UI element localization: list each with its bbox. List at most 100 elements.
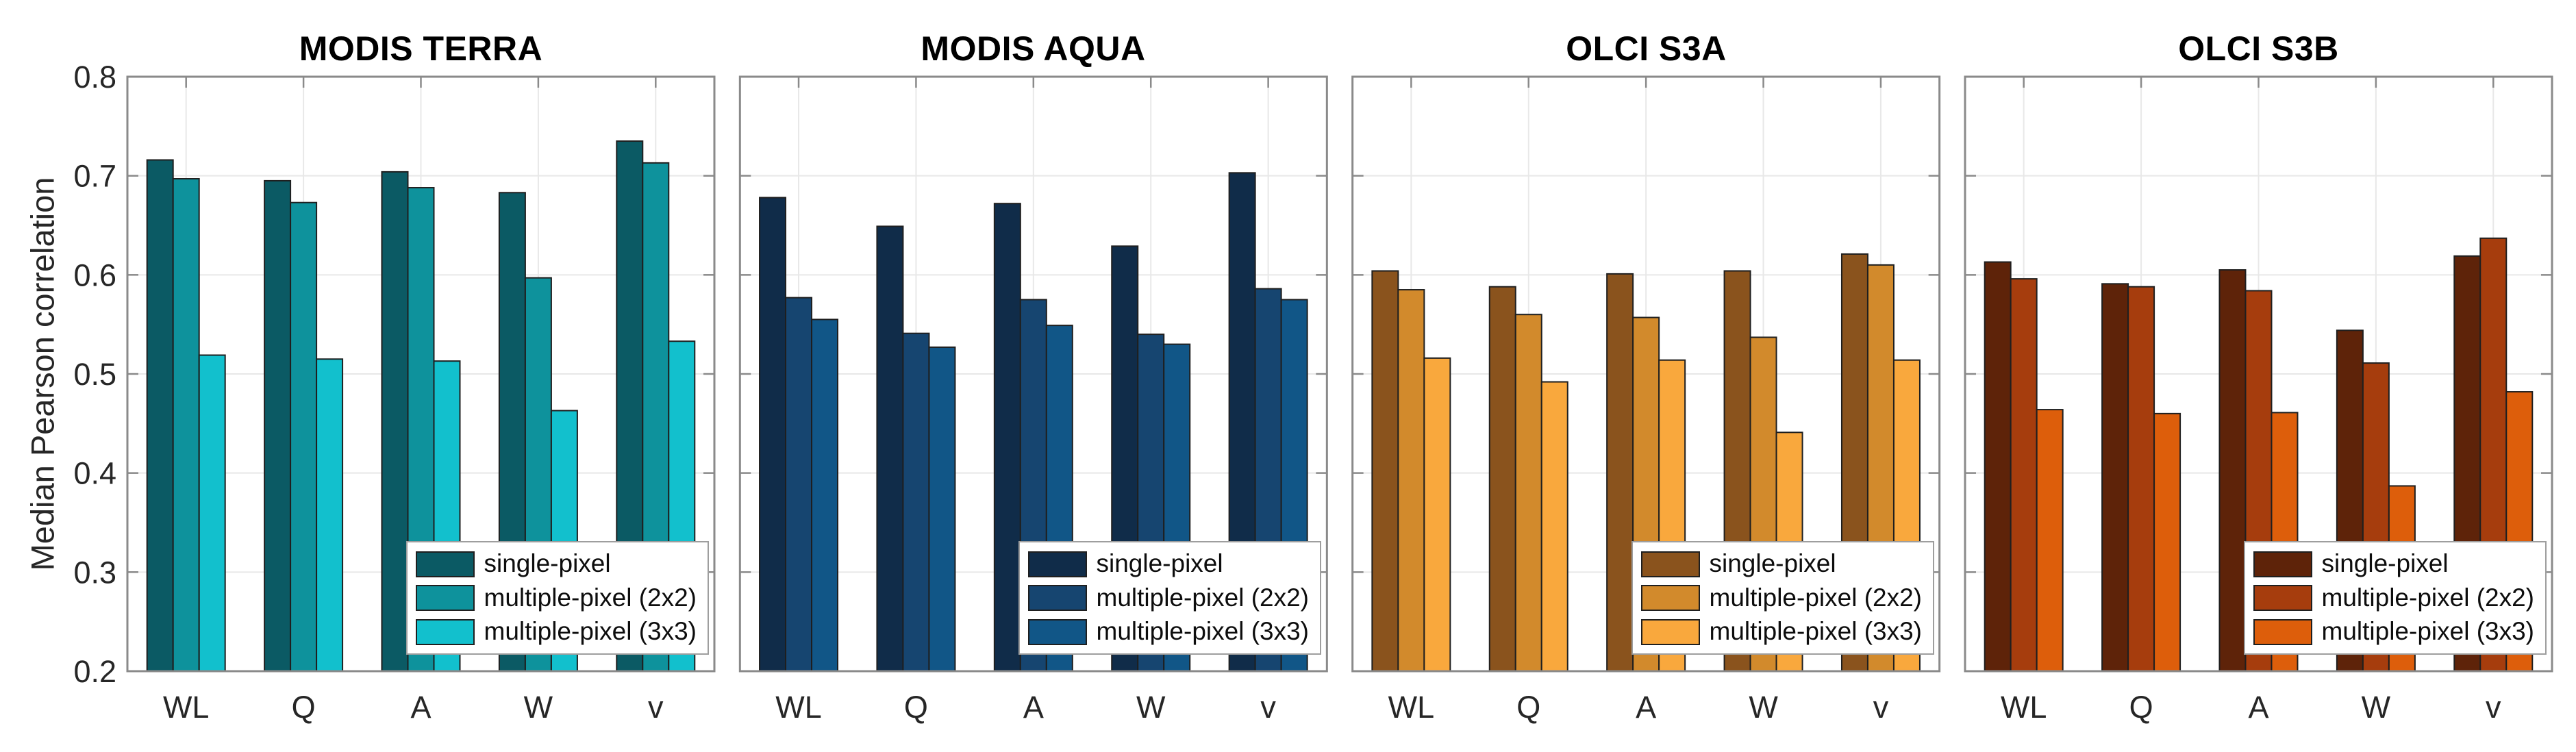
x-tick-label: A — [2248, 690, 2268, 725]
bar — [381, 171, 409, 672]
x-tick-label: WL — [1388, 690, 1435, 725]
x-tick-label: v — [1260, 690, 1276, 725]
legend-entry: multiple-pixel (3x3) — [2253, 617, 2535, 647]
legend-label: single-pixel — [1096, 549, 1223, 578]
bar — [785, 297, 813, 672]
x-tick-label: W — [1749, 690, 1778, 725]
legend-label: single-pixel — [484, 549, 611, 578]
legend-entry: multiple-pixel (2x2) — [1027, 583, 1310, 613]
bar — [1984, 261, 2012, 672]
bar — [2036, 409, 2064, 673]
y-tick-label: 0.5 — [73, 357, 116, 392]
y-tick-label: 0.8 — [73, 60, 116, 95]
x-tick-label: A — [1023, 690, 1044, 725]
legend-label: multiple-pixel (2x2) — [1709, 583, 1923, 612]
legend-swatch-single-pixel — [1640, 551, 1700, 577]
legend-entry: multiple-pixel (2x2) — [2253, 583, 2535, 613]
y-tick-label: 0.3 — [73, 555, 116, 590]
x-tick-label: Q — [904, 690, 928, 725]
panel-title-modis-aqua: MODIS AQUA — [921, 29, 1146, 68]
legend-swatch-multiple-pixel-2x2 — [1027, 585, 1087, 612]
bar — [902, 332, 930, 672]
x-tick-label: W — [1136, 690, 1166, 725]
legend-swatch-multiple-pixel-3x3 — [1640, 618, 1700, 645]
legend-label: multiple-pixel (2x2) — [1096, 583, 1310, 612]
legend-swatch-multiple-pixel-3x3 — [2253, 618, 2312, 645]
bar — [1514, 314, 1542, 672]
bar — [1397, 289, 1425, 672]
bar — [1488, 286, 1516, 672]
legend-label: multiple-pixel (2x2) — [2321, 583, 2535, 612]
bar — [316, 358, 344, 672]
legend-swatch-single-pixel — [1027, 551, 1087, 577]
y-tick-label: 0.6 — [73, 258, 116, 292]
panel-title-olci-s3a: OLCI S3A — [1566, 29, 1727, 68]
x-tick-label: v — [1873, 690, 1889, 725]
legend-entry: multiple-pixel (3x3) — [1640, 617, 1923, 647]
bar — [1606, 273, 1634, 672]
y-tick-label: 0.7 — [73, 159, 116, 194]
x-tick-label: WL — [2001, 690, 2047, 725]
y-axis-label: Median Pearson correlation — [24, 177, 61, 571]
legend-entry: multiple-pixel (2x2) — [415, 583, 697, 613]
bar — [811, 318, 839, 672]
x-tick-label: Q — [2129, 690, 2153, 725]
legend-label: single-pixel — [2321, 549, 2449, 578]
bar — [198, 354, 226, 672]
legend-entry: multiple-pixel (3x3) — [1027, 617, 1310, 647]
bar — [1540, 381, 1568, 672]
panel-title-modis-terra: MODIS TERRA — [299, 29, 543, 68]
bar — [876, 225, 904, 672]
legend-label: multiple-pixel (3x3) — [1709, 617, 1923, 646]
x-tick-label: Q — [292, 690, 316, 725]
legend-label: multiple-pixel (3x3) — [1096, 617, 1310, 646]
panel-title-olci-s3b: OLCI S3B — [2178, 29, 2339, 68]
legend-label: multiple-pixel (3x3) — [2321, 617, 2535, 646]
y-tick-label: 0.4 — [73, 456, 116, 491]
bar — [1371, 270, 1399, 672]
x-tick-label: v — [2486, 690, 2501, 725]
legend-label: multiple-pixel (3x3) — [484, 617, 697, 646]
bar — [2101, 283, 2129, 672]
x-tick-label: WL — [163, 690, 210, 725]
legend-swatch-single-pixel — [2253, 551, 2312, 577]
x-tick-label: W — [524, 690, 553, 725]
legend-label: single-pixel — [1709, 549, 1836, 578]
legend-entry: multiple-pixel (3x3) — [415, 617, 697, 647]
x-tick-label: WL — [775, 690, 822, 725]
legend-swatch-multiple-pixel-2x2 — [2253, 585, 2312, 612]
x-tick-label: v — [648, 690, 664, 725]
x-tick-label: A — [410, 690, 431, 725]
bar — [172, 178, 200, 672]
legend-entry: single-pixel — [1027, 549, 1310, 579]
y-tick-label: 0.2 — [73, 654, 116, 689]
legend-entry: single-pixel — [1640, 549, 1923, 579]
legend-swatch-multiple-pixel-3x3 — [1027, 618, 1087, 645]
legend-entry: multiple-pixel (2x2) — [1640, 583, 1923, 613]
bar — [993, 203, 1021, 672]
bar — [146, 159, 174, 672]
x-tick-label: Q — [1516, 690, 1540, 725]
bar — [2153, 412, 2181, 672]
legend-swatch-multiple-pixel-3x3 — [415, 618, 475, 645]
legend-label: multiple-pixel (2x2) — [484, 583, 697, 612]
bar — [1423, 357, 1451, 672]
bar — [264, 179, 292, 672]
legend-entry: single-pixel — [2253, 549, 2535, 579]
bar — [2127, 286, 2155, 672]
legend-olci-s3b: single-pixel multiple-pixel (2x2) multip… — [2243, 541, 2547, 655]
bar — [759, 197, 787, 672]
legend-swatch-multiple-pixel-2x2 — [1640, 585, 1700, 612]
legend-modis-aqua: single-pixel multiple-pixel (2x2) multip… — [1018, 541, 1321, 655]
x-tick-label: W — [2362, 690, 2391, 725]
legend-entry: single-pixel — [415, 549, 697, 579]
legend-swatch-multiple-pixel-2x2 — [415, 585, 475, 612]
legend-swatch-single-pixel — [415, 551, 475, 577]
bar — [2218, 269, 2247, 673]
bar — [290, 201, 318, 672]
legend-modis-terra: single-pixel multiple-pixel (2x2) multip… — [405, 541, 709, 655]
bar — [2010, 278, 2038, 672]
x-tick-label: A — [1636, 690, 1656, 725]
